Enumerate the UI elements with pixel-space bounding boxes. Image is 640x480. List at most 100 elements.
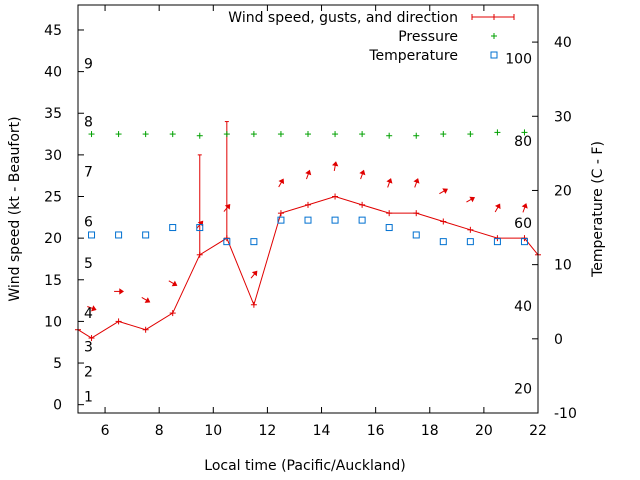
beaufort-label: 1: [84, 389, 93, 405]
temperature-point: [412, 231, 420, 239]
pressure-point: [250, 131, 257, 138]
x-tick-label: 20: [475, 423, 493, 439]
y-tick-label: 35: [44, 106, 62, 122]
beaufort-label: 4: [84, 306, 93, 322]
temperature-point: [520, 238, 528, 246]
fahrenheit-label: 80: [514, 134, 532, 150]
beaufort-label: 8: [84, 115, 93, 131]
gust-bar: [224, 121, 229, 239]
x-tick-label: 10: [204, 423, 222, 439]
y2-axis-label: Temperature (C - F): [590, 141, 606, 278]
beaufort-label: 6: [84, 214, 93, 230]
direction-arrow: [466, 196, 476, 203]
beaufort-label: 3: [84, 339, 93, 355]
direction-arrow: [521, 203, 528, 213]
beaufort-label: 2: [84, 364, 93, 380]
y-tick-label: 15: [44, 273, 62, 289]
y2-tick-label: 40: [554, 35, 572, 51]
temperature-point: [385, 224, 393, 232]
temperature-point: [88, 231, 96, 239]
direction-arrow: [494, 203, 501, 213]
temperature-point: [331, 216, 339, 224]
y-tick-label: 40: [44, 65, 62, 81]
x-tick-label: 12: [258, 423, 276, 439]
wind-point: [115, 318, 122, 325]
x-tick-label: 22: [529, 423, 547, 439]
legend-label-wind: Wind speed, gusts, and direction: [228, 10, 458, 26]
plot-frame: [77, 4, 539, 414]
wind-point: [413, 210, 420, 217]
x-tick-label: 18: [421, 423, 439, 439]
wind-point: [169, 310, 176, 317]
y-tick-label: 30: [44, 148, 62, 164]
direction-arrow: [114, 288, 124, 295]
direction-arrow: [359, 169, 366, 180]
legend-symbol-temperature: [490, 51, 498, 59]
pressure-point: [142, 131, 149, 138]
x-tick-label: 16: [367, 423, 385, 439]
y-tick-label: 25: [44, 190, 62, 206]
fahrenheit-label: 60: [514, 216, 532, 232]
y2-tick-label: 0: [554, 332, 563, 348]
wind-point: [467, 226, 474, 233]
wind-point: [440, 218, 447, 225]
pressure-point: [277, 131, 284, 138]
direction-arrow: [439, 188, 448, 195]
y-tick-label: 20: [44, 231, 62, 247]
legend-label-pressure: Pressure: [398, 29, 458, 45]
pressure-point: [196, 132, 203, 139]
y-tick-label: 45: [44, 23, 62, 39]
pressure-point: [223, 131, 230, 138]
wind-point: [332, 193, 339, 200]
temperature-point: [358, 216, 366, 224]
pressure-point: [494, 129, 501, 136]
direction-arrow: [168, 280, 178, 287]
temperature-point: [250, 238, 258, 246]
beaufort-label: 7: [84, 165, 93, 181]
temperature-point: [466, 238, 474, 246]
y2-tick-label: 30: [554, 109, 572, 125]
direction-arrow: [141, 297, 151, 303]
pressure-point: [169, 131, 176, 138]
fahrenheit-label: 20: [514, 382, 532, 398]
wind-point: [142, 326, 149, 333]
direction-arrow: [386, 178, 393, 188]
gust-bar: [197, 154, 202, 255]
wind-point: [386, 210, 393, 217]
beaufort-label: 9: [84, 56, 93, 72]
wind-point: [359, 201, 366, 208]
fahrenheit-label: 100: [505, 51, 532, 67]
temperature-point: [115, 231, 123, 239]
pressure-point: [88, 131, 95, 138]
direction-arrow: [87, 305, 97, 312]
temperature-point: [277, 216, 285, 224]
pressure-point: [115, 131, 122, 138]
y-tick-label: 5: [53, 356, 62, 372]
wind-point: [88, 335, 95, 342]
legend-symbol-pressure: [491, 33, 497, 39]
direction-arrow: [305, 169, 312, 180]
pressure-point: [440, 131, 447, 138]
legend: Wind speed, gusts, and direction Pressure…: [228, 10, 515, 64]
pressure-point: [386, 132, 393, 139]
y2-tick-label: -10: [554, 406, 577, 422]
beaufort-label: 5: [84, 256, 93, 272]
direction-arrow: [413, 178, 420, 188]
pressure-point: [521, 129, 528, 136]
pressure-point: [305, 131, 311, 138]
legend-label-temperature: Temperature: [368, 48, 458, 64]
temperature-point: [493, 238, 501, 246]
temperature-point: [439, 238, 447, 246]
direction-arrow: [223, 204, 231, 212]
x-tick-label: 8: [155, 423, 164, 439]
wind-point: [277, 210, 284, 217]
x-tick-label: 14: [313, 423, 331, 439]
pressure-point: [332, 131, 339, 138]
direction-arrow: [332, 161, 339, 172]
direction-arrow: [250, 270, 258, 279]
wind-point: [305, 201, 311, 208]
temperature-point: [223, 238, 231, 246]
y-tick-label: 10: [44, 314, 62, 330]
fahrenheit-label: 40: [514, 299, 532, 315]
